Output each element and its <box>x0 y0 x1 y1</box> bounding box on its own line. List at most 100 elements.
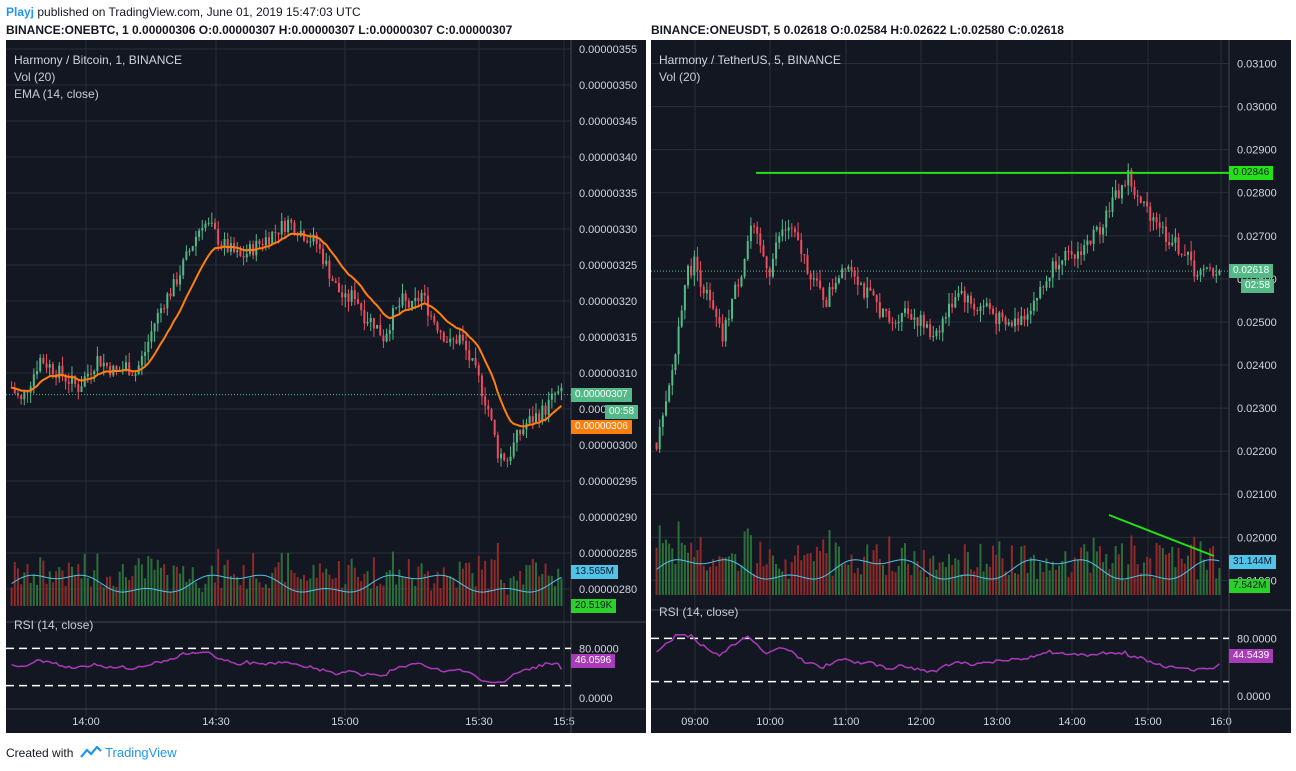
created-with-label: Created with <box>6 746 74 760</box>
candle-body <box>1174 237 1177 243</box>
volume-bar <box>1032 554 1035 595</box>
tradingview-brand-link[interactable]: TradingView <box>105 745 177 760</box>
volume-bar <box>705 570 708 595</box>
candle-body <box>156 312 159 324</box>
rsi-tick-label: 0.0000 <box>579 693 613 705</box>
volume-bar <box>312 564 315 606</box>
candle-body <box>724 319 727 342</box>
rsi-value-tag: 44.5439 <box>1229 649 1274 663</box>
volume-bar <box>1026 572 1029 595</box>
candle-body <box>1152 217 1155 221</box>
volume-bar <box>283 582 286 606</box>
candle-body <box>888 310 891 323</box>
volume-bar <box>1054 569 1057 595</box>
candle-body <box>1004 317 1007 325</box>
candle-body <box>1086 240 1089 246</box>
candle-body <box>1102 227 1105 235</box>
candle-body <box>793 228 796 233</box>
candle-body <box>778 236 781 243</box>
candle-body <box>322 248 325 265</box>
candle-body <box>159 308 162 313</box>
candle-body <box>204 223 207 228</box>
volume-bar <box>1133 545 1136 595</box>
candle-body <box>471 358 474 361</box>
volume-bar <box>90 586 93 606</box>
candle-body <box>743 258 746 277</box>
candle-body <box>1146 201 1149 207</box>
candle-body <box>891 322 894 324</box>
candle-body <box>661 415 664 427</box>
candle-body <box>1048 277 1051 282</box>
volume-bar <box>1089 572 1092 595</box>
candle-body <box>1180 253 1183 255</box>
volume-bar <box>1168 552 1171 595</box>
volume-bar <box>677 521 680 595</box>
candle-body <box>36 371 39 375</box>
candle-body <box>220 244 223 248</box>
volume-bar <box>976 567 979 595</box>
volume-bar <box>194 582 197 606</box>
candle-body <box>1196 275 1199 277</box>
candle-body <box>99 356 102 367</box>
candle-body <box>1114 190 1117 198</box>
candle-body <box>210 222 213 224</box>
candle-body <box>957 293 960 297</box>
volume-bar <box>1139 573 1142 595</box>
volume-bar <box>806 553 809 595</box>
candle-body <box>1076 251 1079 259</box>
volume-bar <box>1102 562 1105 595</box>
volume-bar <box>913 551 916 595</box>
volume-bar <box>156 559 159 606</box>
chart-panel-oneusdt[interactable]: 0.03100 0.03000 0.02900 0.02800 0.02700 0.026… <box>651 40 1291 733</box>
candle-body <box>23 391 26 400</box>
chart-title: Harmony / Bitcoin, 1, BINANCE <box>14 53 183 67</box>
volume-bar <box>461 568 464 606</box>
price-tick-label: 0.02500 <box>1237 317 1277 329</box>
volume-tag: 20.519K <box>571 599 617 613</box>
volume-bar <box>522 584 525 606</box>
chart-panel-onebtc[interactable]: 0.00000355 0.00000350 0.00000345 0.00000340… <box>6 40 646 733</box>
candle-body <box>715 308 718 318</box>
volume-bar <box>147 556 150 606</box>
candle-body <box>134 373 137 376</box>
volume-bar <box>39 557 42 606</box>
candle-body <box>42 357 45 364</box>
legend-onebtc: Harmony / Bitcoin, 1, BINANCE Vol (20) E… <box>14 52 182 103</box>
last-price-tag: 0.02618 <box>1229 264 1274 279</box>
candle-body <box>436 322 439 331</box>
author-link[interactable]: Playj <box>6 5 35 19</box>
rsi-tick-label: 80.0000 <box>1237 633 1277 645</box>
candle-body <box>39 357 42 372</box>
volume-bar <box>1080 547 1083 595</box>
candle-body <box>442 332 445 342</box>
volume-bar <box>869 561 872 595</box>
candle-body <box>90 373 93 375</box>
volume-bar <box>407 559 410 606</box>
candle-body <box>264 237 267 246</box>
volume-bar <box>102 587 105 606</box>
volume-bar <box>995 554 998 595</box>
candle-body <box>790 227 793 229</box>
candle-body <box>878 302 881 318</box>
candle-body <box>1120 185 1123 199</box>
volume-bar <box>188 578 191 606</box>
volume-bar <box>344 584 347 606</box>
volume-bar <box>420 563 423 606</box>
volume-bar <box>376 585 379 606</box>
volume-bar <box>315 577 318 606</box>
time-tick-label: 15:00 <box>1134 716 1162 728</box>
candle-body <box>439 330 442 333</box>
price-tick-label: 0.00000300 <box>579 440 637 452</box>
volume-bar <box>525 565 528 606</box>
candle-body <box>812 278 815 280</box>
chart-canvas-onebtc[interactable]: 0.00000355 0.00000350 0.00000345 0.00000340… <box>6 40 646 733</box>
candle-body <box>1199 269 1202 276</box>
candle-body <box>903 308 906 313</box>
volume-bar <box>487 588 490 606</box>
volume-bar <box>74 575 77 606</box>
volume-bar <box>712 559 715 595</box>
chart-canvas-oneusdt[interactable]: 0.03100 0.03000 0.02900 0.02800 0.02700 0.026… <box>651 40 1291 733</box>
volume-bar <box>458 561 461 606</box>
candle-body <box>407 300 410 308</box>
candle-body <box>668 385 671 402</box>
